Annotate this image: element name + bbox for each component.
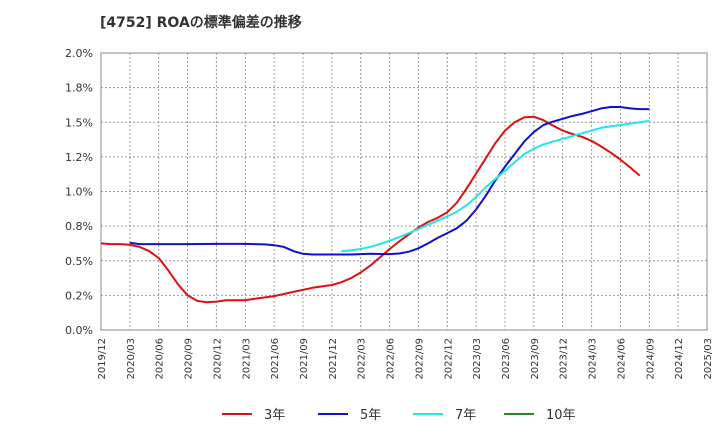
- x-tick-label: 2023/06: [501, 338, 512, 380]
- x-tick-label: 2024/09: [645, 338, 656, 380]
- x-tick-label: 2020/12: [212, 338, 223, 380]
- x-tick-label: 2025/03: [703, 338, 714, 380]
- legend-label: 5年: [360, 408, 381, 423]
- y-tick-label: 1.8%: [65, 82, 93, 95]
- x-tick-label: 2021/09: [299, 338, 310, 380]
- chart-title: [4752] ROAの標準偏差の推移: [100, 15, 302, 31]
- x-tick-label: 2024/12: [674, 338, 685, 380]
- x-tick-label: 2024/06: [616, 338, 627, 380]
- x-tick-label: 2022/03: [357, 338, 368, 380]
- y-tick-label: 0.8%: [65, 220, 93, 233]
- series-lines: [100, 106, 650, 304]
- x-tick-label: 2019/12: [97, 338, 108, 380]
- legend: 3年 5年 7年 10年: [222, 408, 576, 423]
- x-tick-label: 2021/06: [270, 338, 281, 380]
- y-tick-label: 1.5%: [65, 116, 93, 129]
- x-tick-label: 2021/03: [241, 338, 252, 380]
- legend-label: 3年: [264, 408, 285, 423]
- y-tick-label: 2.0%: [65, 47, 93, 60]
- x-tick-label: 2023/12: [559, 338, 570, 380]
- x-tick-label: 2022/12: [443, 338, 454, 380]
- x-tick-label: 2020/03: [126, 338, 137, 380]
- plot-area: [100, 52, 708, 331]
- x-axis-ticks: 2019/12 2020/03 2020/06 2020/09 2020/12 2021/…: [97, 338, 714, 380]
- legend-label: 7年: [455, 408, 476, 423]
- y-tick-label: 1.2%: [65, 151, 93, 164]
- x-tick-label: 2020/06: [155, 338, 166, 380]
- series-line-3年: [100, 115, 641, 304]
- x-tick-label: 2024/03: [588, 338, 599, 380]
- y-tick-label: 1.0%: [65, 186, 93, 199]
- x-tick-label: 2022/09: [414, 338, 425, 380]
- series-line-7年: [341, 119, 650, 253]
- y-axis-ticks: 0.0% 0.2% 0.5% 0.8% 1.0% 1.2% 1.5% 1.8% 2.0%: [65, 47, 93, 337]
- x-tick-label: 2020/09: [184, 338, 195, 380]
- grid-lines: [101, 53, 707, 330]
- y-tick-label: 0.5%: [65, 255, 93, 268]
- series-line-5年: [129, 106, 650, 256]
- x-tick-label: 2022/06: [386, 338, 397, 380]
- y-tick-label: 0.0%: [65, 324, 93, 337]
- x-tick-label: 2021/12: [328, 338, 339, 380]
- y-tick-label: 0.2%: [65, 289, 93, 302]
- x-tick-label: 2023/09: [530, 338, 541, 380]
- x-tick-label: 2023/03: [472, 338, 483, 380]
- legend-label: 10年: [546, 408, 576, 423]
